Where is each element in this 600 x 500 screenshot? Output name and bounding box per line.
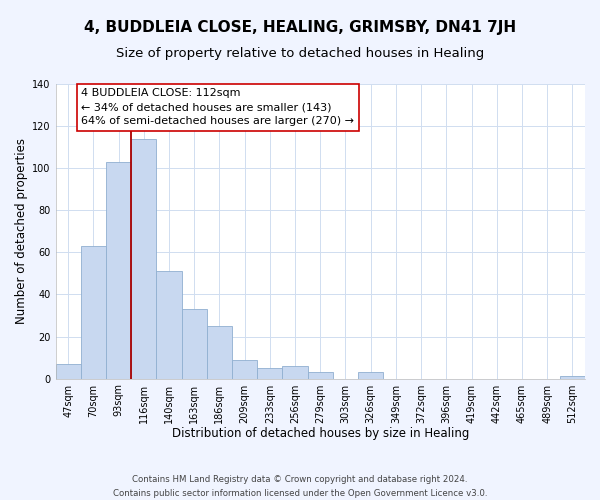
Text: 4, BUDDLEIA CLOSE, HEALING, GRIMSBY, DN41 7JH: 4, BUDDLEIA CLOSE, HEALING, GRIMSBY, DN4… [84, 20, 516, 35]
Bar [207, 326, 232, 378]
Bar [131, 138, 157, 378]
Bar [56, 364, 81, 378]
Bar [157, 272, 182, 378]
Bar [106, 162, 131, 378]
Y-axis label: Number of detached properties: Number of detached properties [15, 138, 28, 324]
Bar [283, 366, 308, 378]
Bar [358, 372, 383, 378]
Bar [308, 372, 333, 378]
Bar [81, 246, 106, 378]
Text: Size of property relative to detached houses in Healing: Size of property relative to detached ho… [116, 48, 484, 60]
X-axis label: Distribution of detached houses by size in Healing: Distribution of detached houses by size … [172, 427, 469, 440]
Bar [257, 368, 283, 378]
Bar [232, 360, 257, 378]
Text: 4 BUDDLEIA CLOSE: 112sqm
← 34% of detached houses are smaller (143)
64% of semi-: 4 BUDDLEIA CLOSE: 112sqm ← 34% of detach… [81, 88, 354, 126]
Text: Contains HM Land Registry data © Crown copyright and database right 2024.
Contai: Contains HM Land Registry data © Crown c… [113, 476, 487, 498]
Bar [560, 376, 585, 378]
Bar [182, 309, 207, 378]
